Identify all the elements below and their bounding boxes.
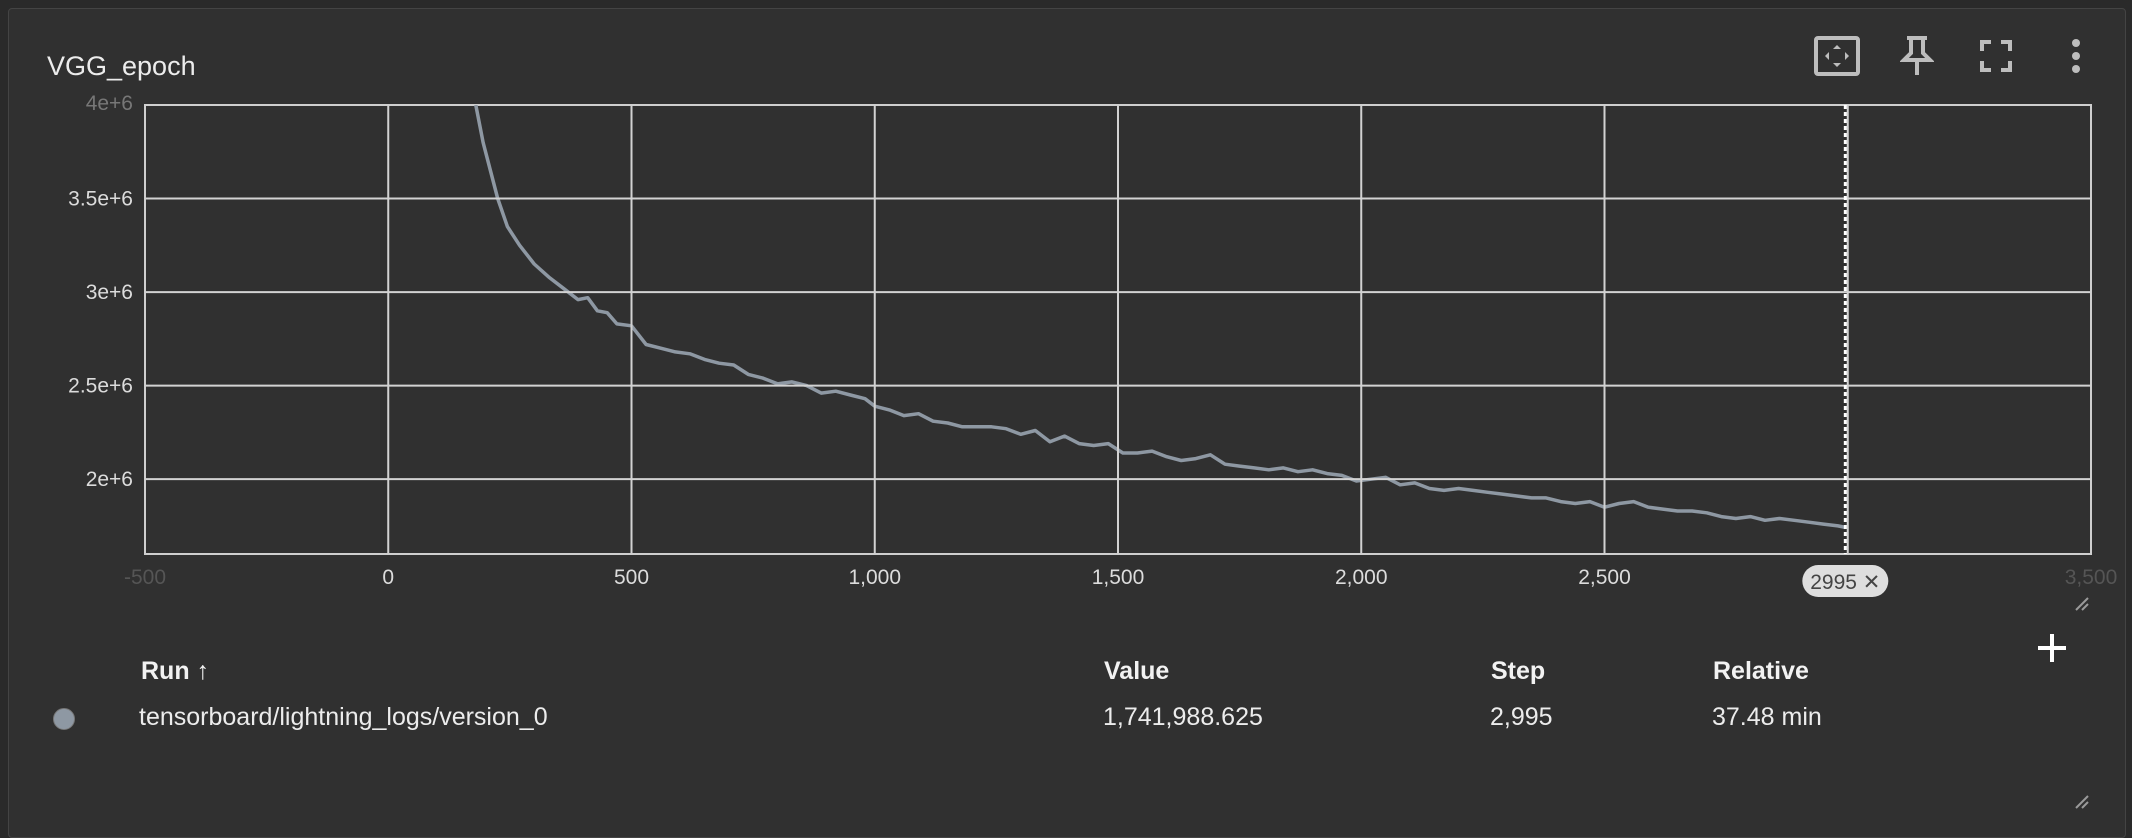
x-tick-label: -500 bbox=[124, 566, 166, 589]
column-header-run[interactable]: Run ↑ bbox=[141, 657, 209, 686]
y-tick-label: 3e+6 bbox=[86, 281, 133, 304]
more-options-button[interactable] bbox=[2052, 34, 2100, 78]
fullscreen-button[interactable] bbox=[1972, 34, 2020, 78]
card-title: VGG_epoch bbox=[47, 51, 196, 81]
column-header-step[interactable]: Step bbox=[1491, 657, 1546, 685]
fullscreen-icon bbox=[1980, 40, 2012, 72]
pin-button[interactable] bbox=[1893, 34, 1941, 78]
x-tick-label: 3,500 bbox=[2065, 566, 2118, 589]
line-chart[interactable]: -50005001,0001,5002,0002,5003,0003,5002e… bbox=[0, 0, 2132, 600]
card-resize-handle-icon[interactable] bbox=[2074, 794, 2090, 815]
run-relative: 37.48 min bbox=[1712, 703, 1822, 731]
x-tick-label: 2,000 bbox=[1335, 566, 1388, 589]
add-column-button[interactable] bbox=[2030, 628, 2074, 672]
y-tick-label: 4e+6 bbox=[86, 92, 133, 115]
run-name: tensorboard/lightning_logs/version_0 bbox=[139, 703, 548, 731]
pin-icon bbox=[1900, 35, 1934, 77]
x-tick-label: 1,000 bbox=[848, 566, 901, 589]
plot-clip-group bbox=[474, 105, 1846, 530]
plus-icon bbox=[2036, 632, 2068, 669]
x-tick-label: 1,500 bbox=[1092, 566, 1145, 589]
run-step: 2,995 bbox=[1490, 703, 1553, 731]
x-tick-label: 500 bbox=[614, 566, 649, 589]
x-tick-label: 0 bbox=[382, 566, 394, 589]
column-header-relative[interactable]: Relative bbox=[1713, 657, 1809, 685]
x-tick-label: 2,500 bbox=[1578, 566, 1631, 589]
sort-ascending-icon: ↑ bbox=[196, 657, 210, 685]
run-value: 1,741,988.625 bbox=[1103, 703, 1263, 731]
run-color-swatch[interactable] bbox=[53, 708, 75, 730]
step-cursor-label: 2995 ✕ bbox=[1810, 571, 1880, 594]
y-tick-label: 2.5e+6 bbox=[68, 375, 133, 398]
run-header-label: Run bbox=[141, 657, 190, 685]
y-tick-label: 3.5e+6 bbox=[68, 188, 133, 211]
fit-domain-icon bbox=[1814, 36, 1860, 76]
chart-resize-handle-icon[interactable] bbox=[2074, 596, 2090, 617]
fit-domain-button[interactable] bbox=[1813, 34, 1861, 78]
series-line[interactable] bbox=[474, 105, 1846, 530]
more-vert-icon bbox=[2071, 38, 2081, 74]
column-header-value[interactable]: Value bbox=[1104, 657, 1170, 685]
step-cursor-chip[interactable] bbox=[1802, 565, 1889, 597]
y-tick-label: 2e+6 bbox=[86, 468, 133, 491]
